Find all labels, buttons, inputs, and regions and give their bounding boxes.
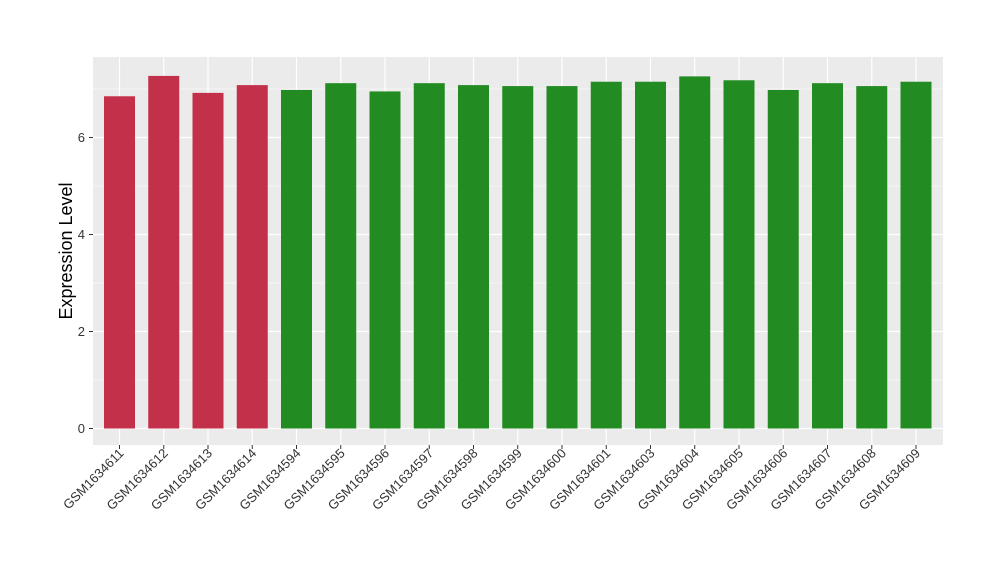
bar-GSM1634613 xyxy=(192,92,224,429)
y-axis: 0 2 4 6 xyxy=(78,130,93,436)
y-tick-label: 6 xyxy=(78,130,85,145)
bar-GSM1634608 xyxy=(856,86,888,429)
bar-GSM1634595 xyxy=(325,83,357,429)
bar-GSM1634614 xyxy=(236,85,268,429)
bars xyxy=(104,75,932,429)
bar-GSM1634611 xyxy=(104,96,135,429)
y-tick-label: 4 xyxy=(78,227,85,242)
bar-GSM1634607 xyxy=(812,83,843,429)
bar-GSM1634605 xyxy=(723,80,755,429)
y-tick-label: 2 xyxy=(78,324,85,339)
bar-GSM1634604 xyxy=(679,76,711,429)
bar-GSM1634601 xyxy=(590,81,622,429)
y-tick-label: 0 xyxy=(78,421,85,436)
bar-GSM1634609 xyxy=(900,81,932,429)
bar-GSM1634597 xyxy=(413,83,445,429)
bar-GSM1634606 xyxy=(767,89,799,429)
bar-GSM1634598 xyxy=(458,85,489,429)
y-axis-title: Expression Level xyxy=(56,182,76,319)
bar-GSM1634612 xyxy=(148,75,180,429)
bar-GSM1634594 xyxy=(281,89,312,429)
bar-GSM1634603 xyxy=(635,81,666,429)
x-axis: GSM1634611GSM1634612GSM1634613GSM1634614… xyxy=(60,445,923,513)
bar-GSM1634596 xyxy=(369,91,401,429)
bar-GSM1634599 xyxy=(502,86,534,429)
bar-GSM1634600 xyxy=(546,86,578,429)
